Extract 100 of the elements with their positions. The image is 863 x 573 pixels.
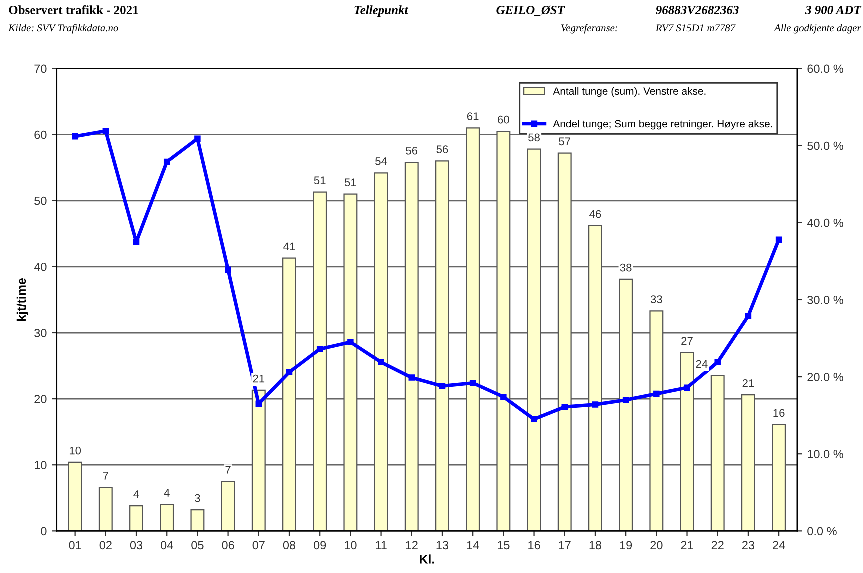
text: GEILO_ØST	[496, 6, 566, 16]
data-label: 46	[590, 210, 602, 218]
bar	[313, 192, 328, 532]
data-label: 4	[134, 490, 140, 498]
point	[714, 359, 721, 366]
text: RV7 S15D1 m7787	[656, 24, 736, 32]
data-label: 3	[195, 494, 200, 502]
point	[194, 136, 201, 142]
point	[745, 313, 752, 320]
point	[470, 380, 476, 386]
bar	[344, 194, 358, 532]
x-tick-label: 23	[742, 541, 755, 550]
x-tick-label: 02	[100, 541, 112, 550]
point	[654, 390, 660, 398]
data-label: 51	[314, 176, 326, 185]
text: 96883V2682363	[656, 6, 739, 15]
x-tick-label: 14	[467, 541, 480, 550]
bar	[68, 462, 82, 532]
y2-tick-label: 30.0 %	[808, 296, 844, 304]
bar	[741, 394, 756, 532]
data-label: 57	[559, 138, 570, 146]
bar	[221, 481, 236, 532]
point	[72, 133, 78, 140]
data-label: 56	[436, 146, 448, 154]
y-tick-label: 70	[34, 64, 47, 74]
y2-tick-label: 0.0 %	[808, 527, 837, 536]
bar	[558, 152, 572, 532]
x-tick-label: 21	[681, 541, 694, 550]
y-tick-label: 0	[41, 527, 47, 536]
bar	[98, 487, 113, 532]
bar	[710, 375, 725, 532]
data-label: 27	[682, 337, 693, 345]
data-label: 56	[406, 146, 418, 155]
data-label: 7	[103, 472, 108, 480]
y2-tick-label: 40.0 %	[807, 218, 844, 228]
y2-tick-label: 50.0 %	[808, 142, 844, 150]
data-label: 38	[620, 264, 632, 272]
x-tick-label: 07	[252, 541, 265, 550]
x-axis-title: Kl.	[420, 554, 434, 564]
point	[439, 383, 446, 390]
bar	[496, 130, 511, 532]
data-label: 58	[528, 134, 540, 142]
point	[316, 346, 324, 352]
text: Kilde: SVV Trafikkdata.no	[8, 24, 118, 34]
point	[133, 239, 140, 246]
y-tick-label: 60	[34, 130, 47, 140]
x-tick-label: 06	[222, 541, 234, 550]
text: Tellepunkt	[354, 6, 409, 17]
x-tick-label: 18	[590, 541, 602, 550]
bar	[160, 504, 174, 532]
y2-tick-label: 10.0 %	[808, 450, 844, 458]
point	[348, 339, 354, 346]
x-tick-label: 03	[130, 541, 143, 550]
y-tick-label: 30	[34, 329, 47, 338]
text: 3 900 ADT	[805, 6, 862, 14]
point	[164, 158, 170, 166]
x-tick-label: 13	[436, 541, 449, 550]
x-tick-label: 09	[314, 541, 326, 550]
data-label: 54	[376, 158, 388, 166]
point	[562, 404, 568, 410]
bar	[650, 310, 664, 532]
point	[225, 266, 232, 274]
data-label: 60	[498, 116, 510, 124]
legend-label: Andel tunge; Sum begge retninger. Høyre akse.	[553, 120, 772, 130]
data-label: 21	[742, 379, 754, 388]
bar	[252, 390, 266, 532]
point	[592, 402, 599, 408]
data-label: 21	[253, 374, 265, 383]
data-label: 10	[70, 446, 82, 455]
x-tick-label: 20	[650, 541, 663, 550]
point	[684, 384, 690, 391]
bar	[374, 172, 388, 532]
data-label: 24	[696, 360, 708, 368]
point	[378, 359, 384, 366]
y-tick-label: 20	[34, 395, 47, 404]
bar	[130, 506, 144, 532]
point	[500, 394, 507, 400]
x-tick-label: 11	[376, 541, 387, 550]
x-tick-label: 17	[559, 541, 571, 550]
data-label: 7	[226, 466, 231, 474]
y2-tick-label: 20.0 %	[808, 373, 844, 382]
bar	[282, 258, 296, 532]
point	[622, 397, 630, 404]
bar	[680, 352, 694, 532]
x-tick-label: 15	[498, 541, 510, 550]
x-tick-label: 24	[773, 541, 786, 550]
bar	[619, 278, 634, 532]
y-axis-title: kjt/time	[16, 278, 29, 321]
bar	[588, 225, 602, 532]
bar	[436, 160, 450, 532]
bar	[466, 128, 480, 532]
point	[776, 236, 782, 243]
x-tick-label: 22	[712, 541, 724, 550]
y-tick-label: 50	[34, 196, 47, 206]
x-tick-label: 16	[528, 541, 540, 550]
bar	[404, 162, 419, 532]
point	[286, 369, 293, 376]
data-label: 51	[344, 178, 356, 187]
chart-title: Observert trafikk - 2021	[9, 6, 138, 14]
x-tick-label: 08	[283, 541, 296, 550]
